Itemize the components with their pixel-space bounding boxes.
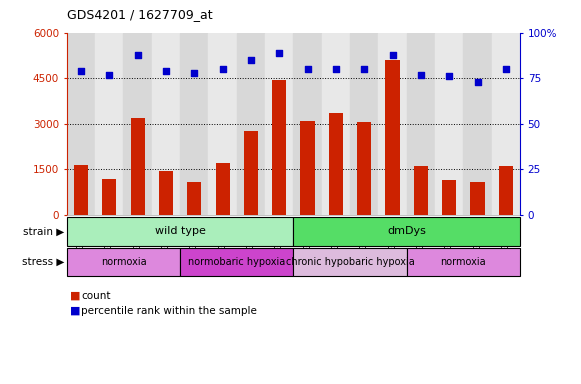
Text: stress ▶: stress ▶ — [21, 257, 64, 267]
Bar — [159, 171, 173, 215]
Point — [105, 71, 114, 78]
Point — [218, 66, 227, 72]
Point — [275, 50, 284, 56]
Point — [189, 70, 199, 76]
Text: ■: ■ — [70, 306, 80, 316]
Bar — [67, 248, 180, 276]
Bar — [329, 113, 343, 215]
Point — [416, 71, 425, 78]
Bar — [357, 122, 371, 215]
Text: normoxia: normoxia — [101, 257, 146, 267]
Bar — [180, 33, 209, 215]
Bar — [293, 248, 407, 276]
Bar — [442, 180, 456, 215]
Bar — [152, 33, 180, 215]
Bar — [407, 33, 435, 215]
Point — [246, 57, 256, 63]
Bar — [492, 33, 520, 215]
Point — [331, 66, 340, 72]
Text: dmDys: dmDys — [388, 226, 426, 237]
Text: chronic hypobaric hypoxia: chronic hypobaric hypoxia — [286, 257, 414, 267]
Bar — [350, 33, 378, 215]
Bar — [407, 248, 520, 276]
Bar — [131, 118, 145, 215]
Bar — [187, 182, 202, 215]
Bar — [300, 121, 315, 215]
Point — [444, 73, 454, 79]
Bar — [378, 33, 407, 215]
Point — [360, 66, 369, 72]
Text: GDS4201 / 1627709_at: GDS4201 / 1627709_at — [67, 8, 213, 21]
Point — [162, 68, 171, 74]
Bar — [244, 131, 258, 215]
Bar — [435, 33, 464, 215]
Text: percentile rank within the sample: percentile rank within the sample — [81, 306, 257, 316]
Bar — [293, 33, 322, 215]
Bar — [414, 166, 428, 215]
Text: normobaric hypoxia: normobaric hypoxia — [188, 257, 285, 267]
Bar — [265, 33, 293, 215]
Bar — [237, 33, 265, 215]
Bar — [498, 166, 513, 215]
Bar — [180, 248, 293, 276]
Text: strain ▶: strain ▶ — [23, 226, 64, 237]
Bar — [67, 33, 95, 215]
Text: normoxia: normoxia — [440, 257, 486, 267]
Point — [473, 79, 482, 85]
Text: ■: ■ — [70, 291, 80, 301]
Point — [388, 51, 397, 58]
Bar — [216, 163, 229, 215]
Bar — [74, 165, 88, 215]
Point — [501, 66, 511, 72]
Point — [76, 68, 85, 74]
Bar — [67, 217, 293, 246]
Point — [133, 51, 142, 58]
Bar — [123, 33, 152, 215]
Bar — [95, 33, 123, 215]
Text: wild type: wild type — [155, 226, 206, 237]
Bar — [102, 179, 116, 215]
Bar — [464, 33, 492, 215]
Bar — [385, 60, 400, 215]
Bar — [272, 80, 286, 215]
Text: count: count — [81, 291, 111, 301]
Bar — [471, 182, 485, 215]
Bar — [209, 33, 237, 215]
Bar — [322, 33, 350, 215]
Point — [303, 66, 312, 72]
Bar — [293, 217, 520, 246]
